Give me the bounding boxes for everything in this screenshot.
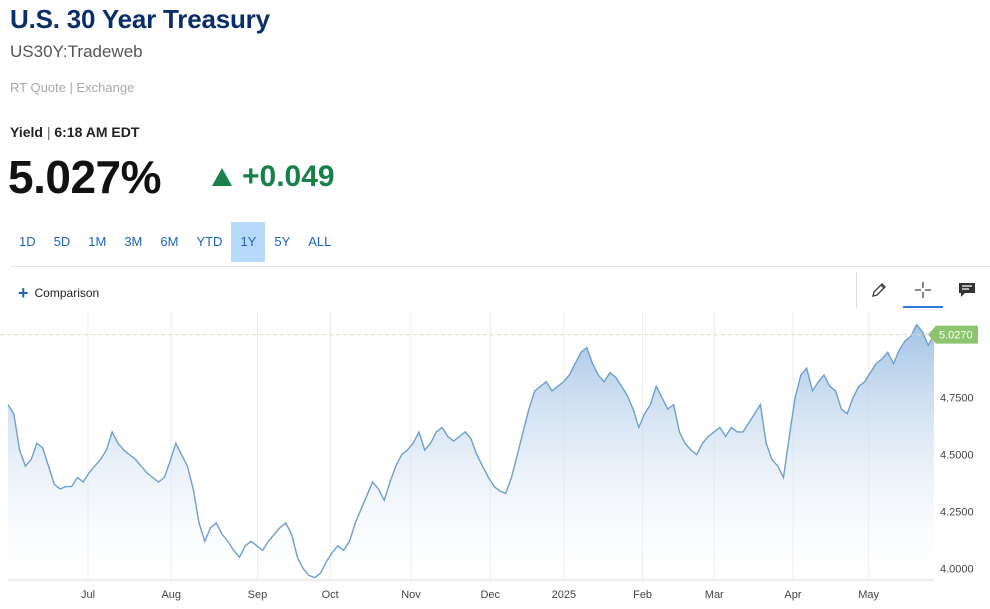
current-yield: 5.027% (8, 151, 162, 203)
quote-source: RT Quote | Exchange (10, 80, 135, 95)
x-axis: Jul Aug Sep Oct Nov Dec 2025 Feb Mar Apr May (81, 589, 880, 601)
last-value-label: 5.0270 (939, 330, 973, 342)
x-tick-label: Apr (784, 589, 801, 601)
x-tick-label: Dec (480, 589, 500, 601)
chart-svg[interactable]: 5.0270 4.0000 4.2500 4.5000 4.7500 Jul Aug Se… (0, 312, 990, 609)
range-1d-button[interactable]: 1D (19, 234, 36, 249)
range-1y-button[interactable]: 1Y (231, 222, 266, 262)
yield-timestamp: Yield | 6:18 AM EDT (10, 124, 139, 140)
x-tick-label: Feb (633, 589, 652, 601)
yield-label: Yield (10, 124, 43, 140)
yield-line (7, 323, 935, 579)
range-ytd-button[interactable]: YTD (196, 234, 223, 249)
quote-time: 6:18 AM EDT (54, 124, 140, 140)
symbol-label: US30Y:Tradeweb (10, 42, 143, 61)
up-triangle-icon (212, 168, 232, 186)
y-tick-label: 4.2500 (940, 507, 974, 519)
range-1m-button[interactable]: 1M (88, 234, 107, 249)
last-value-tag: 5.0270 (928, 325, 978, 344)
x-tick-label: Nov (401, 589, 421, 601)
crosshair-tool-button[interactable] (901, 272, 945, 308)
x-tick-label: Oct (322, 589, 339, 601)
y-tick-label: 4.0000 (940, 564, 974, 576)
page-title: U.S. 30 Year Treasury (10, 4, 270, 34)
range-3m-button[interactable]: 3M (124, 234, 143, 249)
comparison-label: Comparison (34, 286, 100, 300)
yield-area (8, 324, 934, 580)
range-6m-button[interactable]: 6M (160, 234, 179, 249)
crosshair-icon (915, 282, 931, 298)
y-tick-label: 4.7500 (940, 393, 974, 405)
section-divider (10, 266, 990, 267)
draw-tool-button[interactable] (857, 272, 901, 308)
x-tick-label: 2025 (552, 589, 576, 601)
comparison-button[interactable]: + Comparison (18, 283, 100, 303)
y-axis: 4.0000 4.2500 4.5000 4.7500 (940, 393, 974, 576)
change-value: +0.049 (242, 160, 335, 193)
comment-icon (959, 283, 975, 297)
plus-icon: + (18, 283, 29, 303)
x-tick-label: Aug (161, 589, 181, 601)
y-tick-label: 4.5000 (940, 450, 974, 462)
x-tick-label: Sep (248, 589, 268, 601)
x-tick-label: Jul (81, 589, 95, 601)
pencil-icon (872, 283, 886, 297)
chart-toolbar (856, 272, 989, 308)
time-range-selector: 1D 5D 1M 3M 6M YTD 1Y 5Y ALL (10, 222, 340, 262)
range-5d-button[interactable]: 5D (53, 234, 71, 249)
x-tick-label: May (858, 589, 879, 601)
yield-chart[interactable]: 5.0270 4.0000 4.2500 4.5000 4.7500 Jul Aug Se… (0, 312, 990, 609)
yield-separator: | (42, 124, 55, 140)
range-5y-button[interactable]: 5Y (274, 234, 291, 249)
last-value-tag-shape (928, 325, 978, 344)
x-tick-label: Mar (705, 589, 724, 601)
range-all-button[interactable]: ALL (308, 234, 332, 249)
yield-change: +0.049 (212, 160, 335, 194)
annotation-tool-button[interactable] (945, 272, 989, 308)
